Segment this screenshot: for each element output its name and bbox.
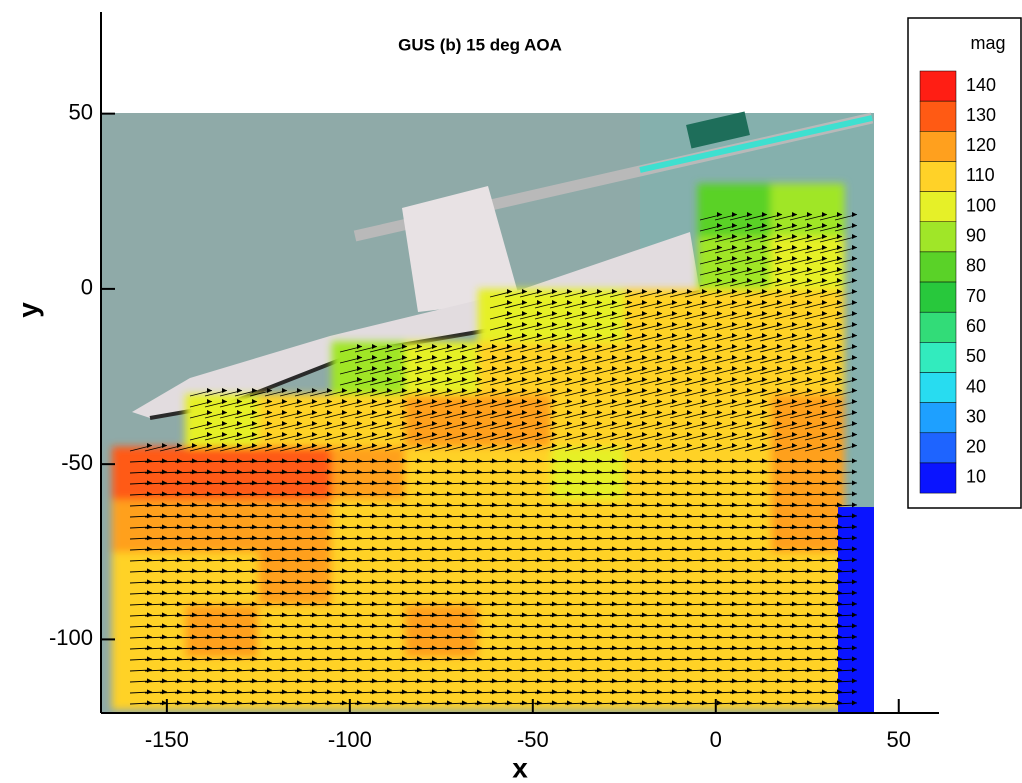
x-tick-label: -50 <box>517 727 549 752</box>
contour-cell <box>405 499 479 552</box>
colorbar-label: 20 <box>966 437 986 457</box>
colorbar-swatch <box>920 373 956 403</box>
colorbar-label: 120 <box>966 135 996 155</box>
colorbar-label: 100 <box>966 195 996 215</box>
y-tick-label: -100 <box>49 625 93 650</box>
colorbar-label: 140 <box>966 75 996 95</box>
colorbar-label: 10 <box>966 467 986 487</box>
x-tick-label: -100 <box>328 727 372 752</box>
colorbar-swatch <box>920 403 956 433</box>
colorbar-title: mag <box>970 33 1005 53</box>
contour-cell <box>405 657 479 710</box>
colorbar-label: 110 <box>966 165 995 185</box>
chart-title: GUS (b) 15 deg AOA <box>398 35 562 54</box>
colorbar-swatch <box>920 342 956 372</box>
x-axis-label: x <box>512 752 528 783</box>
colorbar-label: 30 <box>966 406 986 426</box>
colorbar-label: 130 <box>966 105 996 125</box>
contour-cell <box>405 604 479 657</box>
contour-cell <box>405 552 479 605</box>
y-tick-label: -50 <box>61 450 93 475</box>
colorbar-swatch <box>920 192 956 222</box>
y-axis-label: y <box>12 302 43 318</box>
contour-cell <box>405 394 479 447</box>
contour-cell <box>697 604 771 657</box>
contour-cell <box>624 604 698 657</box>
y-tick-label: 50 <box>69 99 93 124</box>
x-tick-label: -150 <box>145 727 189 752</box>
colorbar-swatch <box>920 131 956 161</box>
colorbar-label: 50 <box>966 346 986 366</box>
colorbar-swatch <box>920 433 956 463</box>
colorbar-swatch <box>920 463 956 493</box>
colorbar-swatch <box>920 101 956 131</box>
contour-cell <box>624 499 698 552</box>
contour-cell <box>478 604 552 657</box>
colorbar-label: 90 <box>966 226 986 246</box>
contour-cell <box>478 499 552 552</box>
colorbar-swatch <box>920 252 956 282</box>
contour-cell <box>478 289 552 342</box>
contour-cell <box>478 657 552 710</box>
colorbar-swatch <box>920 282 956 312</box>
colorbar-swatch <box>920 312 956 342</box>
colorbar-swatch <box>920 161 956 191</box>
colorbar-label: 40 <box>966 376 986 396</box>
colorbar-swatch <box>920 71 956 101</box>
colorbar-label: 70 <box>966 286 986 306</box>
y-tick-label: 0 <box>81 275 93 300</box>
x-tick-label: 0 <box>710 727 722 752</box>
colorbar-label: 80 <box>966 256 986 276</box>
colorbar-label: 60 <box>966 316 986 336</box>
colorbar-swatch <box>920 222 956 252</box>
x-tick-label: 50 <box>887 727 911 752</box>
contour-cell <box>624 657 698 710</box>
contour-cell <box>258 604 332 657</box>
